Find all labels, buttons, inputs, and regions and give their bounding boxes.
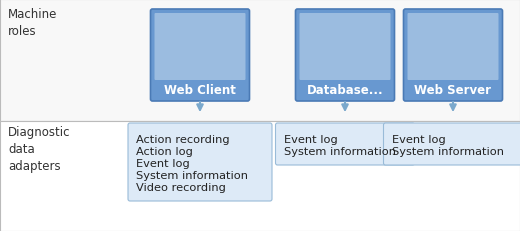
Text: Event log: Event log (392, 134, 445, 144)
Text: Diagnostic
data
adapters: Diagnostic data adapters (8, 125, 71, 172)
FancyBboxPatch shape (295, 10, 395, 102)
Text: System information: System information (283, 146, 396, 156)
Text: Action recording: Action recording (136, 134, 230, 144)
Text: Database...: Database... (307, 83, 383, 96)
Bar (0, 122, 520, 231)
Text: System information: System information (392, 146, 503, 156)
Text: Event log: Event log (136, 158, 190, 168)
Text: Action log: Action log (136, 146, 193, 156)
Text: System information: System information (136, 170, 248, 180)
Text: Video recording: Video recording (136, 182, 226, 192)
FancyBboxPatch shape (154, 14, 245, 81)
Text: Web Client: Web Client (164, 83, 236, 96)
Text: Event log: Event log (283, 134, 337, 144)
FancyBboxPatch shape (384, 123, 520, 165)
FancyBboxPatch shape (128, 123, 272, 201)
FancyBboxPatch shape (276, 123, 414, 165)
FancyBboxPatch shape (150, 10, 250, 102)
Text: Machine
roles: Machine roles (8, 8, 57, 38)
Text: Web Server: Web Server (414, 83, 491, 96)
Bar (0, 0, 520, 122)
FancyBboxPatch shape (408, 14, 499, 81)
FancyBboxPatch shape (300, 14, 391, 81)
FancyBboxPatch shape (404, 10, 502, 102)
